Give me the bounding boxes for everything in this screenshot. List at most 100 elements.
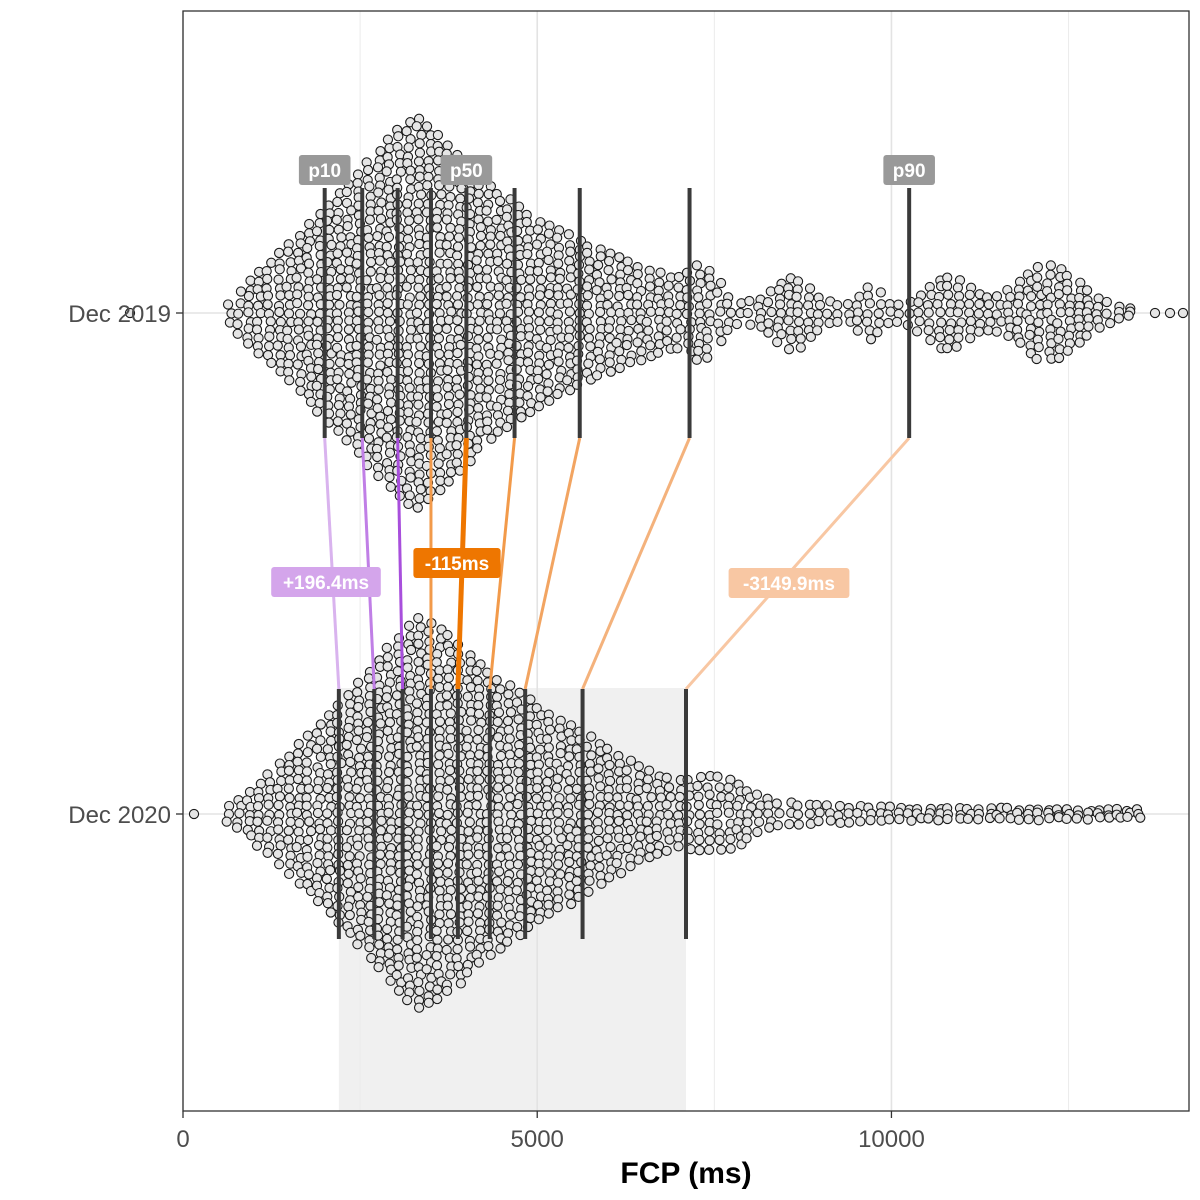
data-point <box>321 873 333 885</box>
data-point <box>432 323 444 335</box>
data-point <box>452 406 463 418</box>
data-point <box>465 656 476 668</box>
connector-p20 <box>360 437 376 690</box>
data-point <box>262 847 273 858</box>
data-point <box>514 747 525 759</box>
data-point <box>1005 291 1016 303</box>
data-point <box>563 784 574 796</box>
data-point <box>364 181 375 192</box>
data-point <box>632 268 643 280</box>
data-point <box>1045 269 1056 280</box>
data-point <box>454 273 465 284</box>
data-point <box>564 385 576 396</box>
data-point <box>534 840 545 851</box>
data-point <box>1083 321 1094 332</box>
data-point <box>373 375 384 387</box>
data-point <box>965 315 977 327</box>
data-point <box>604 824 615 835</box>
data-point <box>553 290 564 301</box>
data-point <box>262 832 273 843</box>
data-point <box>351 340 362 352</box>
data-point <box>414 493 425 504</box>
data-point <box>605 366 616 377</box>
data-point <box>242 338 254 349</box>
data-point <box>1003 330 1014 342</box>
data-point <box>311 406 323 417</box>
data-point <box>693 292 704 303</box>
data-point <box>473 724 484 736</box>
data-point <box>636 346 647 357</box>
data-point <box>1053 333 1064 345</box>
data-point <box>375 825 387 836</box>
data-point <box>552 232 563 243</box>
data-point <box>586 750 597 761</box>
data-point <box>752 826 763 838</box>
data-point <box>435 484 446 496</box>
data-point <box>701 298 713 309</box>
data-point <box>392 944 403 955</box>
data-point <box>764 822 775 833</box>
data-point <box>914 315 925 327</box>
data-point <box>222 299 234 310</box>
data-point <box>435 876 446 887</box>
data-point <box>534 290 546 301</box>
data-point <box>243 307 254 318</box>
data-point <box>964 307 975 318</box>
data-point <box>603 815 615 827</box>
data-point <box>403 224 414 235</box>
data-point <box>352 177 363 189</box>
data-point <box>875 299 887 310</box>
data-point <box>621 765 632 776</box>
data-point <box>375 213 387 224</box>
data-point <box>401 248 413 260</box>
data-point <box>626 314 637 326</box>
data-point <box>463 849 474 860</box>
data-point <box>373 187 384 198</box>
data-point <box>301 757 312 768</box>
data-point <box>441 323 452 334</box>
data-point <box>445 708 456 719</box>
data-point <box>783 315 794 326</box>
data-point <box>393 131 404 142</box>
data-point <box>332 323 343 334</box>
data-point <box>274 791 286 802</box>
data-point <box>462 925 473 937</box>
data-point <box>404 807 415 818</box>
data-point <box>351 783 362 794</box>
data-point <box>622 833 633 845</box>
data-point <box>593 773 604 784</box>
data-point <box>631 299 643 310</box>
data-point <box>382 307 393 319</box>
data-point <box>312 807 324 819</box>
data-point <box>1045 260 1057 271</box>
data-point <box>371 394 383 405</box>
data-point <box>341 186 352 198</box>
data-point <box>694 308 705 319</box>
data-point <box>674 791 685 803</box>
data-point <box>345 756 356 768</box>
data-point <box>442 382 453 393</box>
data-point <box>951 341 962 352</box>
data-point <box>333 425 344 436</box>
data-point <box>322 833 333 844</box>
data-point <box>712 819 723 830</box>
data-point <box>614 800 625 811</box>
data-point <box>604 759 615 771</box>
data-point <box>565 289 577 300</box>
data-point <box>694 834 705 846</box>
data-point <box>661 845 672 857</box>
data-point <box>422 180 433 191</box>
data-point <box>322 769 334 780</box>
data-point <box>311 339 323 350</box>
data-point <box>405 134 416 145</box>
x-tick-label: 10000 <box>858 1126 925 1153</box>
data-point <box>652 347 664 358</box>
data-point <box>343 324 355 335</box>
data-point <box>725 307 737 318</box>
data-point <box>524 406 536 418</box>
data-point <box>383 807 394 818</box>
data-point <box>1074 337 1085 348</box>
data-point <box>322 782 333 794</box>
data-point <box>405 644 417 656</box>
data-point <box>584 799 595 810</box>
